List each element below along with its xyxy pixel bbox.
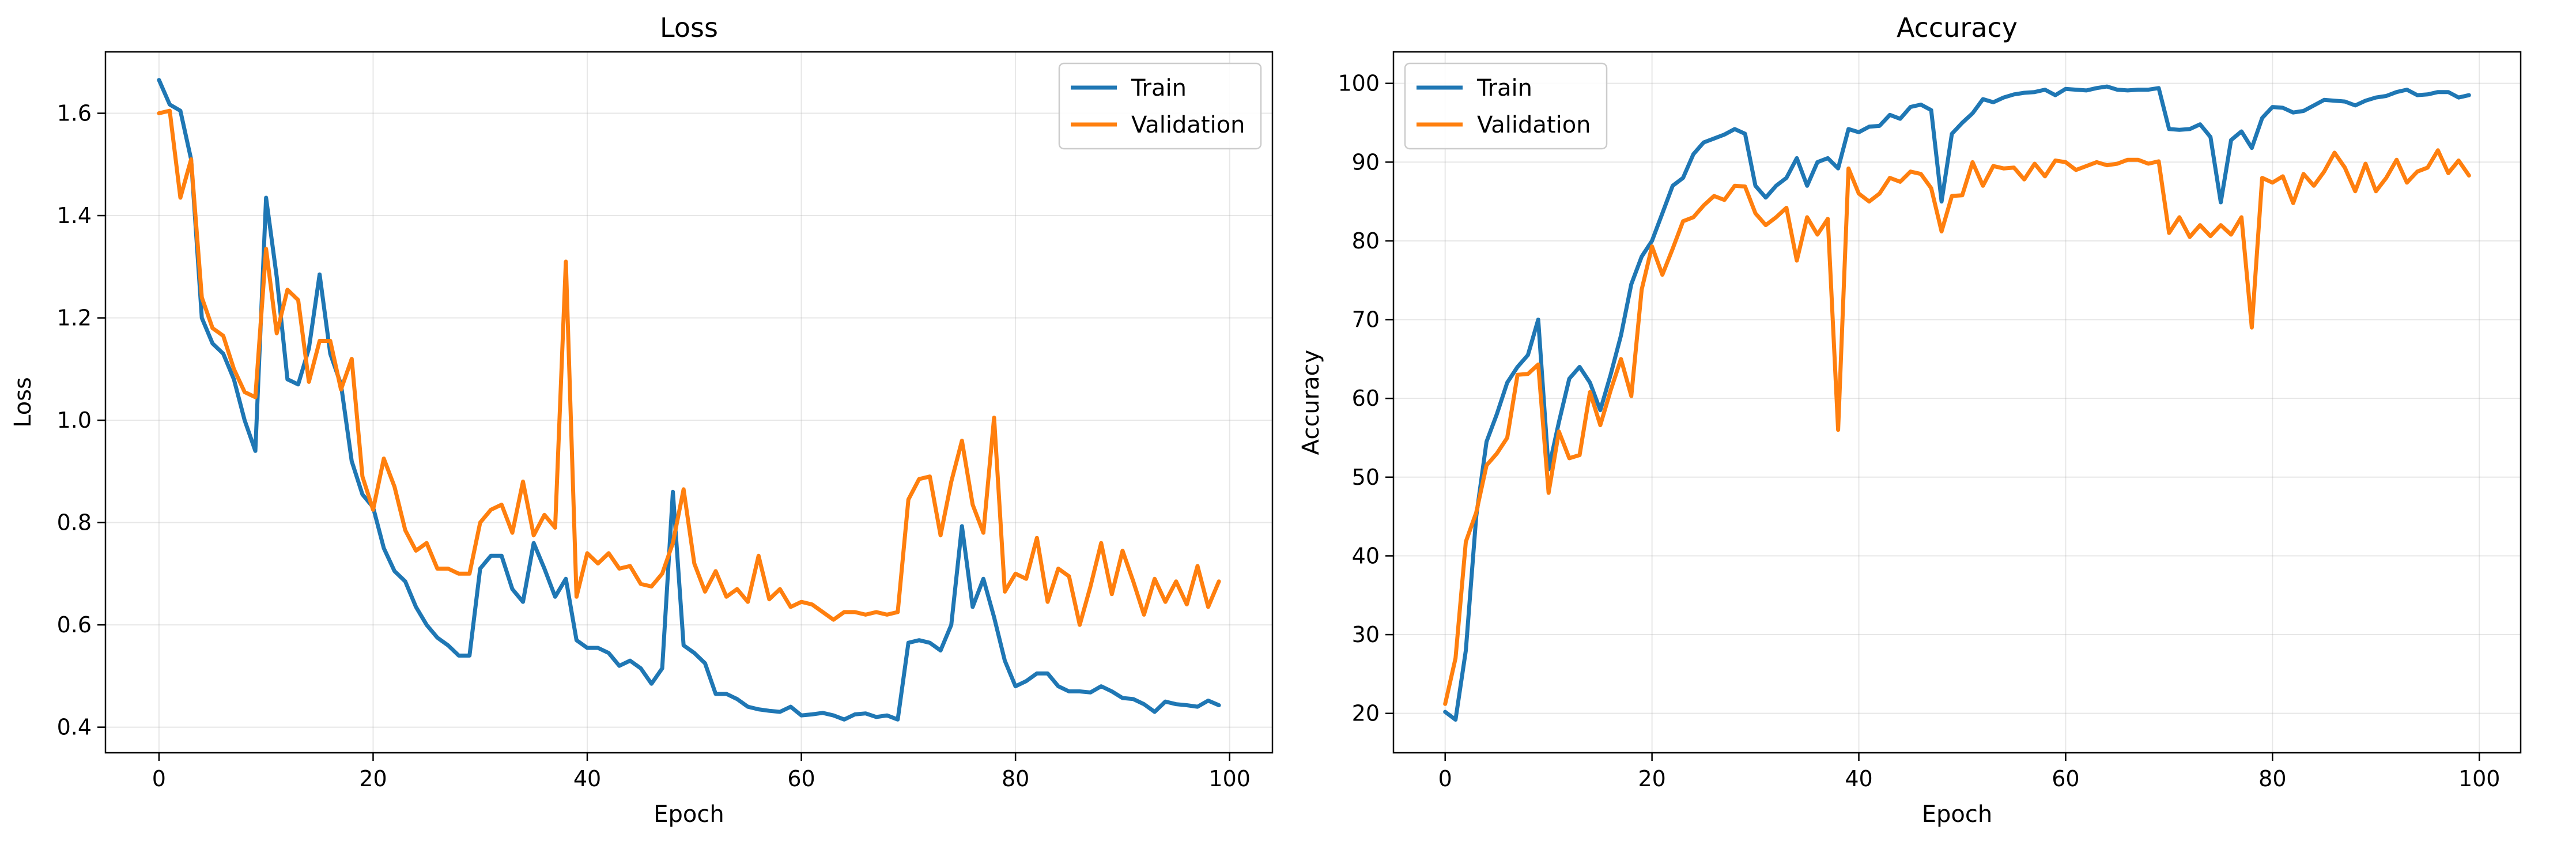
loss-legend-label-validation: Validation [1131,112,1245,138]
accuracy-y-axis-label: Accuracy [1298,350,1324,455]
loss-y-axis-label: Loss [10,377,36,428]
accuracy-y-tick-label: 40 [1352,543,1380,568]
loss-x-tick-label: 60 [787,766,815,791]
accuracy-legend-label-validation: Validation [1477,112,1591,138]
accuracy-x-axis-label: Epoch [1922,801,1992,828]
loss-ticks: 0 20 40 60 80 100 0.4 0.6 0.8 1.0 1.2 1.4 1.6 [57,101,1251,791]
accuracy-ticks: 0 20 40 60 80 100 20 30 40 50 60 70 80 90 100 [1338,71,2500,791]
loss-y-tick-label: 0.6 [57,612,92,637]
accuracy-y-tick-label: 30 [1352,622,1380,647]
accuracy-y-tick-label: 60 [1352,386,1380,411]
accuracy-x-tick-label: 80 [2258,766,2286,791]
accuracy-x-tick-label: 100 [2458,766,2501,791]
loss-plot-frame [104,51,1274,754]
accuracy-series-train [1443,84,2471,722]
accuracy-grid [1393,52,2521,753]
accuracy-y-tick-label: 80 [1352,228,1380,254]
accuracy-y-tick-label: 20 [1352,701,1380,726]
loss-series-validation [157,108,1221,627]
accuracy-y-tick-label: 100 [1338,71,1380,96]
loss-x-tick-label: 40 [573,766,601,791]
loss-x-tick-label: 80 [1002,766,1029,791]
loss-legend-box [1058,62,1262,150]
accuracy-title: Accuracy [1897,12,2018,43]
loss-panel: 0 20 40 60 80 100 0.4 0.6 0.8 1.0 1.2 1.4 1.6 Loss E… [10,12,1274,828]
loss-y-tick-label: 1.6 [57,101,92,126]
loss-y-tick-label: 0.8 [57,510,92,535]
accuracy-x-tick-label: 60 [2052,766,2079,791]
loss-x-tick-label: 20 [359,766,387,791]
accuracy-x-tick-label: 0 [1438,766,1452,791]
loss-title: Loss [660,12,718,43]
loss-series-layer [157,78,1221,722]
accuracy-x-tick-label: 40 [1845,766,1872,791]
loss-series-train [157,78,1221,722]
accuracy-series-validation [1443,148,2471,706]
loss-y-tick-label: 1.4 [57,203,92,228]
loss-legend: Train Validation [1058,62,1262,150]
loss-x-axis-label: Epoch [654,801,724,828]
accuracy-panel: 0 20 40 60 80 100 20 30 40 50 60 70 80 90 100 Accuracy… [1298,12,2522,828]
accuracy-legend-label-train: Train [1476,75,1532,101]
accuracy-y-tick-label: 70 [1352,307,1380,333]
loss-legend-label-train: Train [1131,75,1187,101]
accuracy-legend-box [1404,62,1608,150]
loss-x-tick-label: 0 [152,766,166,791]
loss-y-tick-label: 0.4 [57,715,92,740]
accuracy-x-tick-label: 20 [1638,766,1665,791]
loss-y-tick-label: 1.2 [57,305,92,331]
accuracy-legend: Train Validation [1404,62,1608,150]
accuracy-y-tick-label: 50 [1352,465,1380,490]
accuracy-series-layer [1443,84,2471,722]
accuracy-plot-frame [1392,51,2522,754]
loss-y-tick-label: 1.0 [57,408,92,433]
loss-x-tick-label: 100 [1208,766,1251,791]
accuracy-y-tick-label: 90 [1352,149,1380,175]
